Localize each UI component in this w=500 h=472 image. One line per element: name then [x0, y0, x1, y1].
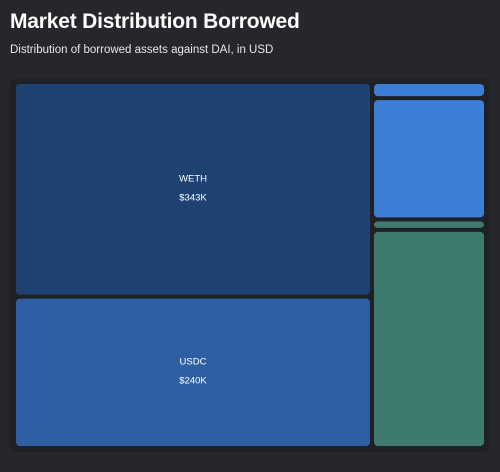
treemap-tile-value: $240K [179, 375, 207, 386]
treemap-tile-asset-3[interactable] [374, 100, 484, 218]
treemap-tile-rect[interactable] [374, 84, 484, 97]
treemap-tile-asset-2[interactable] [374, 84, 484, 97]
treemap-tile-rect[interactable] [16, 298, 370, 446]
chart-subtitle: Distribution of borrowed assets against … [10, 44, 274, 56]
treemap-tile-name: WETH [179, 173, 207, 184]
treemap-tile-name: USDC [180, 356, 207, 367]
treemap-chart: WETH $343K USDC $240K [16, 84, 484, 446]
treemap-panel: WETH $343K USDC $240K [10, 78, 490, 452]
treemap-tile-rect[interactable] [16, 84, 370, 295]
treemap-tile-usdc[interactable]: USDC $240K [16, 298, 370, 446]
treemap-tile-rect[interactable] [374, 100, 484, 218]
treemap-tile-rect[interactable] [374, 231, 484, 446]
treemap-tile-weth[interactable]: WETH $343K [16, 84, 370, 295]
treemap-tile-asset-4[interactable] [374, 221, 484, 228]
treemap-tile-asset-5[interactable] [374, 231, 484, 446]
treemap-tile-rect[interactable] [374, 221, 484, 228]
chart-title: Market Distribution Borrowed [10, 10, 300, 33]
treemap-tile-value: $343K [179, 192, 207, 203]
